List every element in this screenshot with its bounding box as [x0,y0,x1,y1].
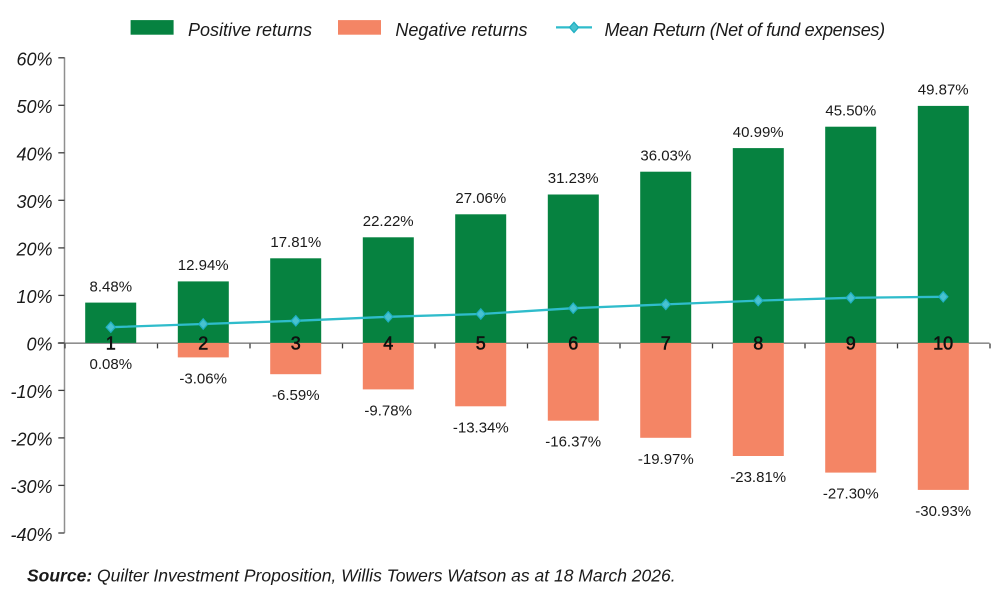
svg-text:20%: 20% [15,240,52,260]
svg-text:50%: 50% [16,97,52,117]
svg-text:40.99%: 40.99% [733,124,784,141]
svg-text:9: 9 [846,333,856,353]
svg-text:10%: 10% [16,287,52,307]
svg-text:36.03%: 36.03% [640,147,691,164]
svg-text:Source: Quilter Investment Pro: Source: Quilter Investment Proposition, … [27,566,676,586]
svg-text:27.06%: 27.06% [455,190,506,207]
svg-text:60%: 60% [16,50,52,70]
svg-text:2: 2 [198,333,208,353]
svg-text:31.23%: 31.23% [548,170,599,187]
svg-text:-6.59%: -6.59% [272,387,320,404]
svg-text:45.50%: 45.50% [825,102,876,119]
svg-text:17.81%: 17.81% [270,234,321,251]
svg-text:30%: 30% [16,192,52,212]
svg-text:0%: 0% [26,335,52,355]
svg-text:5: 5 [476,333,486,353]
svg-text:-20%: -20% [10,430,52,450]
svg-text:4: 4 [383,333,393,353]
svg-text:-16.37%: -16.37% [545,434,601,451]
svg-text:-27.30%: -27.30% [823,486,879,503]
svg-text:-13.34%: -13.34% [453,419,509,436]
svg-text:10: 10 [933,333,953,353]
svg-text:7: 7 [661,333,671,353]
svg-text:1: 1 [106,333,116,353]
svg-text:-30.93%: -30.93% [915,503,971,520]
svg-text:3: 3 [291,333,301,353]
svg-text:Mean Return (Net of fund expen: Mean Return (Net of fund expenses) [605,20,885,40]
svg-text:40%: 40% [16,145,52,165]
svg-text:Negative returns: Negative returns [395,20,527,40]
svg-text:-9.78%: -9.78% [364,402,412,419]
svg-text:-10%: -10% [10,382,52,402]
svg-text:22.22%: 22.22% [363,213,414,230]
svg-text:12.94%: 12.94% [178,257,229,274]
svg-text:0.08%: 0.08% [90,356,133,373]
svg-text:-23.81%: -23.81% [730,469,786,486]
svg-text:Positive returns: Positive returns [188,20,312,40]
svg-text:-19.97%: -19.97% [638,451,694,468]
svg-text:-30%: -30% [10,477,52,497]
svg-text:8: 8 [753,333,763,353]
svg-text:-3.06%: -3.06% [179,370,227,387]
svg-text:49.87%: 49.87% [918,82,969,99]
svg-text:6: 6 [568,333,578,353]
svg-text:8.48%: 8.48% [90,278,133,295]
svg-text:-40%: -40% [10,525,52,545]
